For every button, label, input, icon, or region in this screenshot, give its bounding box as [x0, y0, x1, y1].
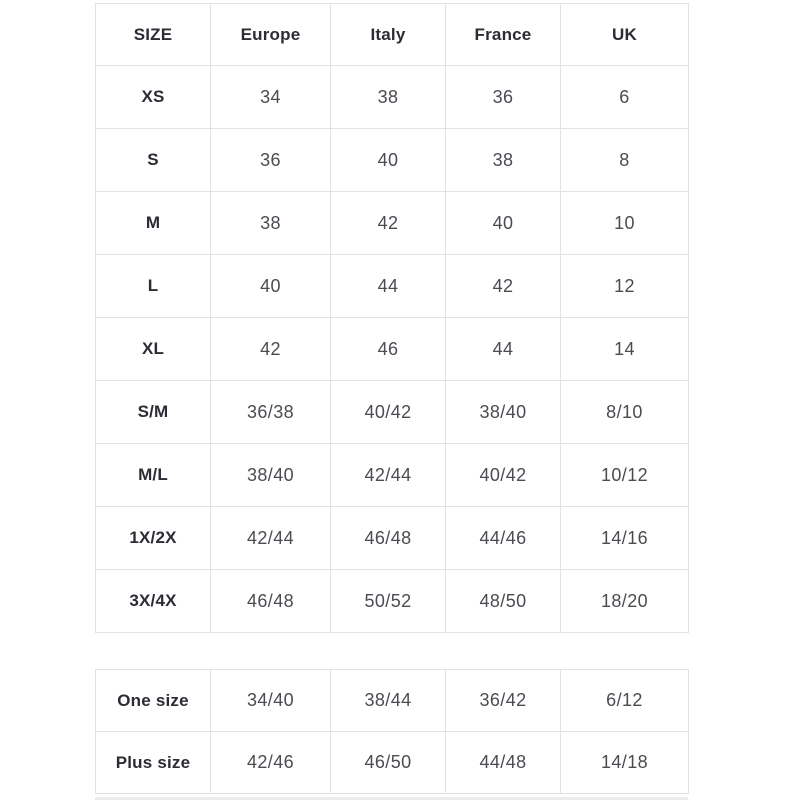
table-row-m: M 38 42 40 10	[95, 191, 689, 255]
size-label-cell: XS	[95, 65, 211, 129]
value-cell: 18/20	[560, 569, 689, 633]
value-cell: 36/42	[445, 669, 561, 732]
value-cell: 38/44	[330, 669, 446, 732]
column-header-europe: Europe	[210, 3, 331, 66]
value-cell: 46	[330, 317, 446, 381]
value-cell: 36	[210, 128, 331, 192]
value-cell: 10	[560, 191, 689, 255]
value-cell: 46/48	[210, 569, 331, 633]
value-cell: 42	[210, 317, 331, 381]
value-cell: 14/18	[560, 731, 689, 794]
value-cell: 42	[445, 254, 561, 318]
size-label-cell: M	[95, 191, 211, 255]
value-cell: 48/50	[445, 569, 561, 633]
size-conversion-table: SIZE Europe Italy France UK XS 34 38 36 …	[95, 3, 689, 633]
value-cell: 36	[445, 65, 561, 129]
value-cell: 46/50	[330, 731, 446, 794]
table-row-3x4x: 3X/4X 46/48 50/52 48/50 18/20	[95, 569, 689, 633]
value-cell: 14	[560, 317, 689, 381]
value-cell: 38/40	[210, 443, 331, 507]
value-cell: 44/48	[445, 731, 561, 794]
value-cell: 40	[445, 191, 561, 255]
special-sizes-table: One size 34/40 38/44 36/42 6/12 Plus siz…	[95, 669, 689, 794]
value-cell: 40	[210, 254, 331, 318]
value-cell: 12	[560, 254, 689, 318]
column-header-italy: Italy	[330, 3, 446, 66]
value-cell: 14/16	[560, 506, 689, 570]
table-row-ml: M/L 38/40 42/44 40/42 10/12	[95, 443, 689, 507]
table-row-sm: S/M 36/38 40/42 38/40 8/10	[95, 380, 689, 444]
table-row-s: S 36 40 38 8	[95, 128, 689, 192]
column-header-uk: UK	[560, 3, 689, 66]
table-header-row: SIZE Europe Italy France UK	[95, 3, 689, 66]
size-label-cell: One size	[95, 669, 211, 732]
value-cell: 8/10	[560, 380, 689, 444]
size-label-cell: L	[95, 254, 211, 318]
value-cell: 46/48	[330, 506, 446, 570]
value-cell: 42/44	[330, 443, 446, 507]
value-cell: 36/38	[210, 380, 331, 444]
table-row-one-size: One size 34/40 38/44 36/42 6/12	[95, 669, 689, 732]
value-cell: 38	[445, 128, 561, 192]
size-label-cell: 3X/4X	[95, 569, 211, 633]
table-row-xs: XS 34 38 36 6	[95, 65, 689, 129]
value-cell: 38	[210, 191, 331, 255]
value-cell: 50/52	[330, 569, 446, 633]
tables-container: SIZE Europe Italy France UK XS 34 38 36 …	[95, 3, 689, 794]
value-cell: 42/46	[210, 731, 331, 794]
column-header-size: SIZE	[95, 3, 211, 66]
value-cell: 6	[560, 65, 689, 129]
value-cell: 38	[330, 65, 446, 129]
value-cell: 40	[330, 128, 446, 192]
table-row-xl: XL 42 46 44 14	[95, 317, 689, 381]
table-row-plus-size: Plus size 42/46 46/50 44/48 14/18	[95, 731, 689, 794]
size-label-cell: Plus size	[95, 731, 211, 794]
size-label-cell: M/L	[95, 443, 211, 507]
table-row-1x2x: 1X/2X 42/44 46/48 44/46 14/16	[95, 506, 689, 570]
value-cell: 44/46	[445, 506, 561, 570]
size-label-cell: S/M	[95, 380, 211, 444]
size-label-cell: 1X/2X	[95, 506, 211, 570]
value-cell: 6/12	[560, 669, 689, 732]
table-row-l: L 40 44 42 12	[95, 254, 689, 318]
value-cell: 34/40	[210, 669, 331, 732]
value-cell: 44	[330, 254, 446, 318]
value-cell: 8	[560, 128, 689, 192]
value-cell: 44	[445, 317, 561, 381]
size-label-cell: XL	[95, 317, 211, 381]
column-header-france: France	[445, 3, 561, 66]
value-cell: 42	[330, 191, 446, 255]
value-cell: 38/40	[445, 380, 561, 444]
value-cell: 42/44	[210, 506, 331, 570]
value-cell: 34	[210, 65, 331, 129]
size-label-cell: S	[95, 128, 211, 192]
cutoff-table-edge	[95, 797, 688, 800]
value-cell: 40/42	[445, 443, 561, 507]
value-cell: 40/42	[330, 380, 446, 444]
value-cell: 10/12	[560, 443, 689, 507]
